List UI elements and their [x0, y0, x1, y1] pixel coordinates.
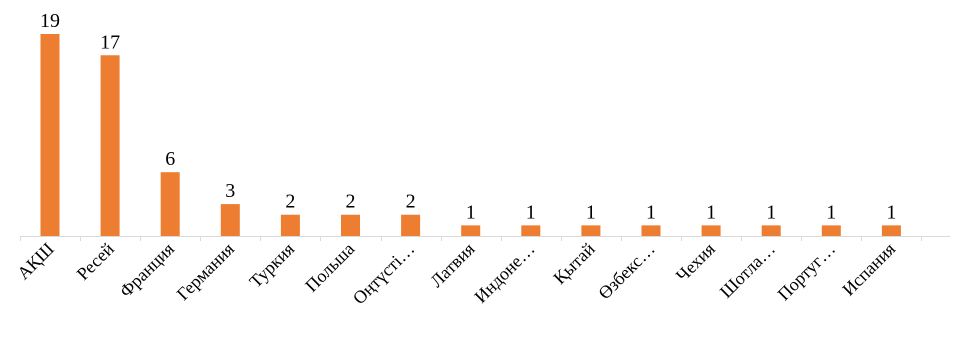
- category-tick-label: Латвия: [426, 239, 478, 291]
- bar-value-label: 1: [586, 201, 596, 223]
- bar: [461, 225, 481, 236]
- bar-value-label: 1: [526, 201, 536, 223]
- bar-value-label: 2: [406, 191, 416, 213]
- bar: [100, 55, 120, 237]
- bar: [821, 225, 841, 236]
- category-tick-label: Испания: [838, 239, 899, 300]
- bar: [761, 225, 781, 236]
- bar: [881, 225, 901, 236]
- bar-value-label: 2: [285, 191, 295, 213]
- bar: [280, 214, 300, 236]
- bar: [341, 214, 360, 236]
- bar-value-label: 1: [766, 201, 776, 223]
- bar: [641, 225, 661, 236]
- bar-value-label: 1: [706, 201, 716, 223]
- bar-value-label: 2: [346, 191, 356, 213]
- bar-value-label: 19: [40, 10, 60, 32]
- bar: [701, 225, 721, 236]
- category-tick-label: Чехия: [672, 239, 719, 286]
- bar-value-label: 1: [886, 201, 896, 223]
- bars: [40, 34, 901, 237]
- x-axis: [20, 236, 950, 241]
- bar: [521, 225, 541, 236]
- bar-value-label: 3: [225, 180, 235, 202]
- category-tick-label: Португ…: [774, 239, 840, 305]
- bar-value-label: 1: [646, 201, 656, 223]
- category-tick-label: Өзбекс…: [594, 239, 659, 304]
- value-labels: 19 17 6 3 2 2 2 1 1 1 1 1 1 1 1: [40, 10, 896, 223]
- bar: [220, 204, 240, 236]
- category-tick-label: Польша: [301, 239, 358, 296]
- bar: [401, 214, 421, 236]
- category-tick-label: Ресей: [73, 238, 119, 284]
- category-tick-label: Шотла…: [716, 239, 779, 302]
- category-tick-label: АҚШ: [13, 239, 58, 284]
- category-tick-label: Туркия: [245, 239, 298, 292]
- bar: [581, 225, 601, 236]
- bar-value-label: 17: [100, 31, 120, 53]
- category-tick-label: Франция: [116, 239, 179, 302]
- category-tick-label: Оңтүсті…: [349, 239, 419, 309]
- category-tick-label: Қытай: [549, 238, 599, 288]
- bar: [160, 172, 180, 236]
- category-tick-label: Германия: [173, 239, 238, 304]
- bar: [40, 34, 60, 236]
- bar-value-label: 6: [165, 148, 175, 170]
- category-tick-label: Индоне…: [470, 239, 538, 307]
- bar-value-label: 1: [826, 201, 836, 223]
- bar-value-label: 1: [466, 201, 476, 223]
